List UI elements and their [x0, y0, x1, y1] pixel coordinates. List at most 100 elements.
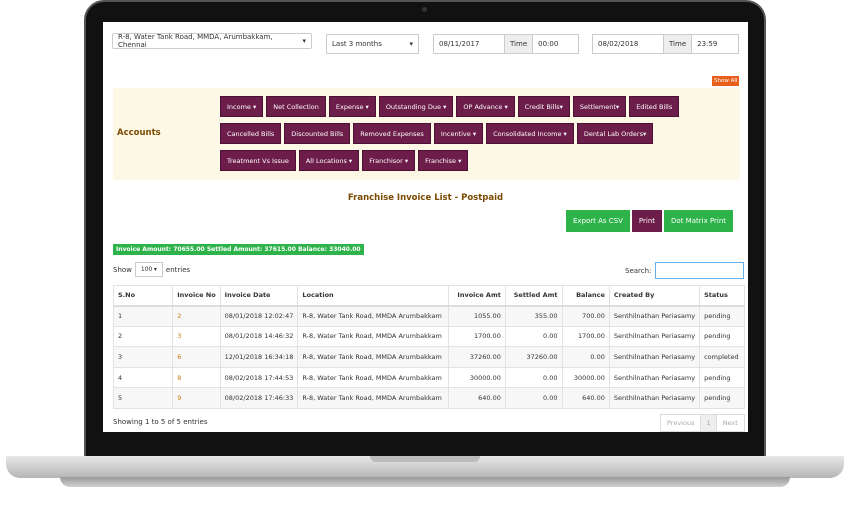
- accounts-button[interactable]: Outstanding Due ▾: [378, 96, 454, 117]
- accounts-button[interactable]: Consolidated Income ▾: [486, 123, 574, 144]
- accounts-button[interactable]: Edited Bills: [629, 96, 680, 117]
- invoice-link[interactable]: 9: [172, 387, 221, 409]
- screen: R-8, Water Tank Road, MMDA, Arumbakkam, …: [103, 22, 748, 432]
- laptop-base-bottom: [60, 477, 790, 487]
- column-header[interactable]: Location: [297, 285, 450, 307]
- chevron-down-icon: ▾: [153, 266, 157, 273]
- column-header[interactable]: Status: [699, 285, 745, 307]
- column-header[interactable]: Balance: [561, 285, 610, 307]
- next-button[interactable]: Next: [722, 419, 738, 427]
- accounts-button[interactable]: All Locations ▾: [298, 150, 360, 171]
- previous-button[interactable]: Previous: [667, 419, 695, 427]
- table-cell: pending: [699, 325, 745, 348]
- accounts-button[interactable]: OP Advance ▾: [456, 96, 515, 117]
- time-label: Time: [663, 35, 693, 53]
- time-label: Time: [504, 35, 534, 53]
- accounts-button[interactable]: Incentive ▾: [433, 123, 484, 144]
- table-cell: 700.00: [561, 305, 610, 327]
- invoice-link[interactable]: 6: [172, 346, 221, 368]
- entries-select[interactable]: 100 ▾: [134, 262, 163, 277]
- accounts-button[interactable]: Income ▾: [220, 96, 264, 117]
- table-cell: 1: [112, 305, 174, 327]
- column-header[interactable]: Invoice Amt: [448, 285, 506, 307]
- table-cell: 12/01/2018 16:34:18: [219, 346, 299, 368]
- table-cell: Senthilnathan Periasamy: [608, 325, 701, 348]
- table-cell: 0.00: [504, 387, 563, 409]
- table-cell: 0.00: [561, 346, 610, 368]
- actions: Export As CSV Print Dot Matrix Print: [566, 210, 734, 232]
- to-time-input[interactable]: 23:59: [697, 40, 718, 48]
- table-cell: pending: [699, 305, 745, 327]
- accounts-button[interactable]: Removed Expenses: [353, 123, 431, 144]
- table-cell: 37260.00: [504, 346, 563, 368]
- table-cell: 640.00: [448, 387, 506, 409]
- accounts-button[interactable]: Cancelled Bills: [220, 123, 282, 144]
- accounts-button[interactable]: Treatment Vs Issue: [220, 150, 296, 171]
- range-select[interactable]: Last 3 months ▾: [326, 34, 419, 54]
- table-cell: 08/02/2018 17:46:33: [219, 387, 299, 409]
- column-header[interactable]: Invoice No: [172, 285, 221, 307]
- chevron-down-icon: ▾: [409, 40, 413, 48]
- table-cell: 30000.00: [448, 366, 506, 389]
- accounts-button[interactable]: Franchisor ▾: [362, 150, 416, 171]
- pagination: Previous 1 Next: [660, 414, 745, 432]
- laptop-notch: [370, 456, 480, 462]
- table-cell: 08/01/2018 14:46:32: [219, 325, 299, 348]
- accounts-button[interactable]: Expense ▾: [328, 96, 376, 117]
- length-control: Show 100 ▾ entries: [113, 262, 190, 277]
- accounts-button[interactable]: Discounted Bills: [284, 123, 351, 144]
- to-datetime: 08/02/2018 Time 23:59: [592, 34, 739, 54]
- range-value: Last 3 months: [332, 40, 382, 48]
- invoice-link[interactable]: 3: [172, 325, 221, 348]
- from-date-input[interactable]: 08/11/2017: [439, 40, 480, 48]
- table-cell: Senthilnathan Periasamy: [608, 387, 701, 409]
- search-input[interactable]: [655, 262, 745, 279]
- table-cell: 1700.00: [448, 325, 506, 348]
- table-row: 5 9 08/02/2018 17:46:33 R-8, Water Tank Roa…: [112, 387, 745, 409]
- table-cell: R-8, Water Tank Road, MMDA Arumbakkam: [297, 305, 450, 327]
- from-time-input[interactable]: 00:00: [538, 40, 559, 48]
- chevron-down-icon: ▾: [302, 37, 306, 45]
- accounts-button[interactable]: Net Collection: [266, 96, 326, 117]
- page-1-button[interactable]: 1: [700, 415, 717, 431]
- invoice-table: S.No Invoice No Invoice Date Location Invoic…: [112, 285, 745, 409]
- entries-value: 100: [140, 266, 153, 273]
- location-value: R-8, Water Tank Road, MMDA, Arumbakkam, …: [118, 33, 273, 49]
- table-cell: 08/01/2018 12:02:47: [219, 305, 299, 327]
- to-date-input[interactable]: 08/02/2018: [598, 40, 639, 48]
- table-cell: R-8, Water Tank Road, MMDA Arumbakkam: [297, 366, 450, 389]
- table-cell: 1055.00: [448, 305, 506, 327]
- table-cell: 640.00: [561, 387, 610, 409]
- column-header[interactable]: Settled Amt: [504, 285, 563, 307]
- table-cell: 37260.00: [448, 346, 506, 368]
- accounts-button[interactable]: Dental Lab Orders▾: [576, 123, 654, 144]
- table-row: 2 3 08/01/2018 14:46:32 R-8, Water Tank Roa…: [112, 325, 745, 348]
- location-select[interactable]: R-8, Water Tank Road, MMDA, Arumbakkam, …: [112, 33, 312, 49]
- table-cell: 3: [112, 346, 174, 368]
- accounts-button[interactable]: Settlement▾: [572, 96, 627, 117]
- column-header[interactable]: S.No: [112, 285, 174, 307]
- column-header[interactable]: Created By: [608, 285, 701, 307]
- table-cell: Senthilnathan Periasamy: [608, 346, 701, 368]
- dot-matrix-print-button[interactable]: Dot Matrix Print: [664, 210, 734, 232]
- accounts-label: Accounts: [117, 128, 161, 138]
- table-row: 4 8 08/02/2018 17:44:53 R-8, Water Tank Roa…: [112, 366, 745, 389]
- table-cell: R-8, Water Tank Road, MMDA Arumbakkam: [297, 325, 450, 348]
- table-cell: Senthilnathan Periasamy: [608, 305, 701, 327]
- summary-badge: Invoice Amount: 70655.00 Settled Amount:…: [113, 244, 364, 255]
- table-cell: 0.00: [504, 366, 563, 389]
- export-csv-button[interactable]: Export As CSV: [566, 210, 630, 232]
- invoice-link[interactable]: 8: [172, 366, 221, 389]
- table-cell: 1700.00: [561, 325, 610, 348]
- accounts-button[interactable]: Franchise ▾: [418, 150, 469, 171]
- table-cell: Senthilnathan Periasamy: [608, 366, 701, 389]
- invoice-link[interactable]: 2: [172, 305, 221, 327]
- print-button[interactable]: Print: [631, 210, 663, 232]
- column-header[interactable]: Invoice Date: [219, 285, 299, 307]
- table-cell: R-8, Water Tank Road, MMDA Arumbakkam: [297, 387, 450, 409]
- table-cell: pending: [699, 387, 745, 409]
- table-row: 3 6 12/01/2018 16:34:18 R-8, Water Tank Roa…: [112, 346, 745, 368]
- show-all-button[interactable]: Show All: [712, 76, 740, 86]
- accounts-button[interactable]: Credit Bills▾: [517, 96, 570, 117]
- table-row: 1 2 08/01/2018 12:02:47 R-8, Water Tank Roa…: [112, 305, 745, 327]
